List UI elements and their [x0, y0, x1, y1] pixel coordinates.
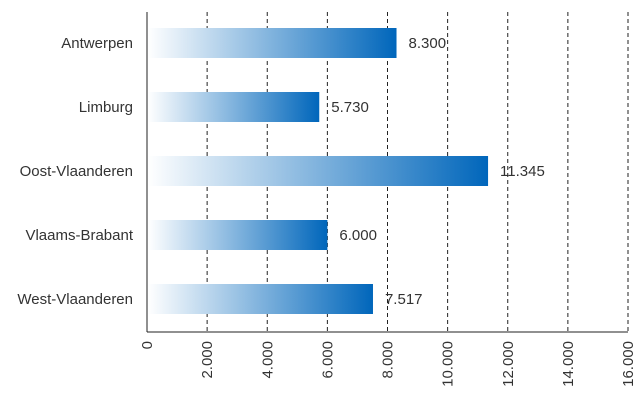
- x-tick-label: 10.000: [440, 341, 457, 387]
- bar: [148, 284, 373, 314]
- value-label: 8.300: [409, 35, 447, 52]
- x-tick-label: 12.000: [500, 341, 517, 387]
- value-label: 5.730: [331, 99, 369, 116]
- x-tick-label: 6.000: [319, 341, 336, 379]
- category-label: Vlaams-Brabant: [25, 227, 133, 244]
- value-label: 11.345: [500, 163, 545, 180]
- grid-lines: [206, 12, 629, 332]
- x-tick-label: 14.000: [560, 341, 577, 387]
- category-label: Limburg: [79, 99, 133, 116]
- x-tick-label: 0: [139, 341, 156, 349]
- category-label: Oost-Vlaanderen: [20, 163, 133, 180]
- bars: [148, 28, 489, 314]
- value-label: 6.000: [339, 227, 377, 244]
- x-tick-label: 4.000: [259, 341, 276, 379]
- x-tick-label: 8.000: [380, 341, 397, 379]
- value-label: 7.517: [385, 291, 423, 308]
- bar: [148, 92, 320, 122]
- labels: 0 2.000 4.000 6.000 8.000 10.000 12.000 14.000 1…: [17, 35, 635, 387]
- x-tick-label: 16.000: [620, 341, 635, 387]
- x-tick-label: 2.000: [199, 341, 216, 379]
- axes: [146, 12, 628, 333]
- bar: [148, 156, 489, 186]
- bar: [148, 220, 328, 250]
- bar: [148, 28, 397, 58]
- category-label: West-Vlaanderen: [17, 291, 133, 308]
- category-label: Antwerpen: [61, 35, 133, 52]
